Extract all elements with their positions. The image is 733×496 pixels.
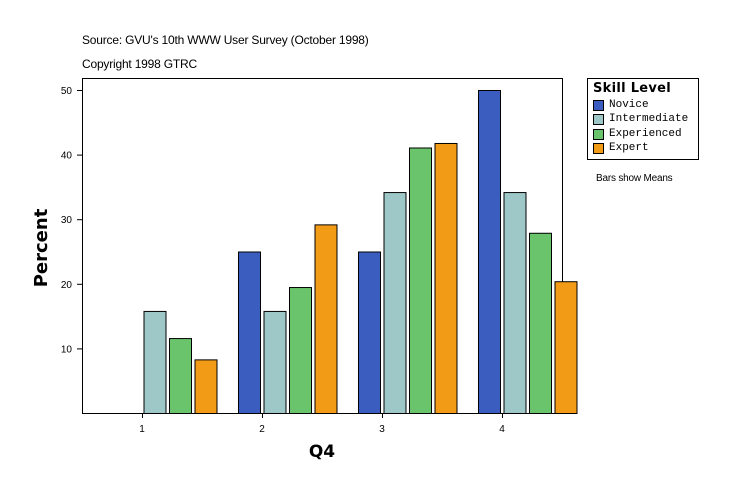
bar-novice-4 bbox=[478, 90, 501, 414]
bar-intermediate-2 bbox=[263, 310, 287, 415]
legend-label: Novice bbox=[609, 99, 649, 111]
y-tick-label: 40 bbox=[61, 151, 73, 162]
legend-title: Skill Level bbox=[593, 81, 672, 96]
bar-experienced-2 bbox=[289, 287, 312, 414]
bar-intermediate-1 bbox=[143, 310, 167, 415]
bar-experienced-4 bbox=[529, 232, 552, 414]
bar-experienced-3 bbox=[409, 147, 432, 415]
x-tick-label: 3 bbox=[379, 424, 385, 435]
bar-novice-3 bbox=[358, 251, 381, 414]
y-tick-label: 20 bbox=[61, 280, 73, 291]
legend-swatch bbox=[593, 143, 604, 154]
legend-label: Expert bbox=[609, 142, 649, 154]
y-tick-label: 30 bbox=[61, 215, 73, 226]
copyright-caption: Copyright 1998 GTRC bbox=[82, 57, 197, 71]
x-tick-label: 4 bbox=[499, 424, 505, 435]
bar-expert-2 bbox=[314, 224, 338, 414]
bar-expert-1 bbox=[194, 359, 218, 414]
y-axis-label: Percent bbox=[31, 208, 52, 287]
y-tick-label: 50 bbox=[61, 86, 73, 97]
bars-note: Bars show Means bbox=[596, 173, 673, 184]
bar-novice-2 bbox=[238, 251, 261, 414]
legend-swatch bbox=[593, 129, 604, 140]
y-tick-label: 10 bbox=[61, 344, 73, 355]
legend: Skill Level Novice Intermediate Experien… bbox=[587, 78, 699, 160]
source-caption: Source: GVU's 10th WWW User Survey (Octo… bbox=[82, 33, 369, 47]
legend-swatch bbox=[593, 114, 604, 125]
bar-expert-3 bbox=[434, 142, 458, 415]
x-tick-label: 2 bbox=[259, 424, 265, 435]
legend-swatch bbox=[593, 100, 604, 111]
legend-label: Intermediate bbox=[609, 113, 689, 125]
x-tick-label: 1 bbox=[139, 424, 145, 435]
bar-experienced-1 bbox=[169, 338, 192, 414]
x-axis-label: Q4 bbox=[309, 442, 335, 462]
bar-intermediate-4 bbox=[503, 192, 527, 414]
bar-expert-4 bbox=[554, 281, 578, 414]
bar-intermediate-3 bbox=[383, 192, 407, 414]
legend-label: Experienced bbox=[609, 128, 682, 140]
